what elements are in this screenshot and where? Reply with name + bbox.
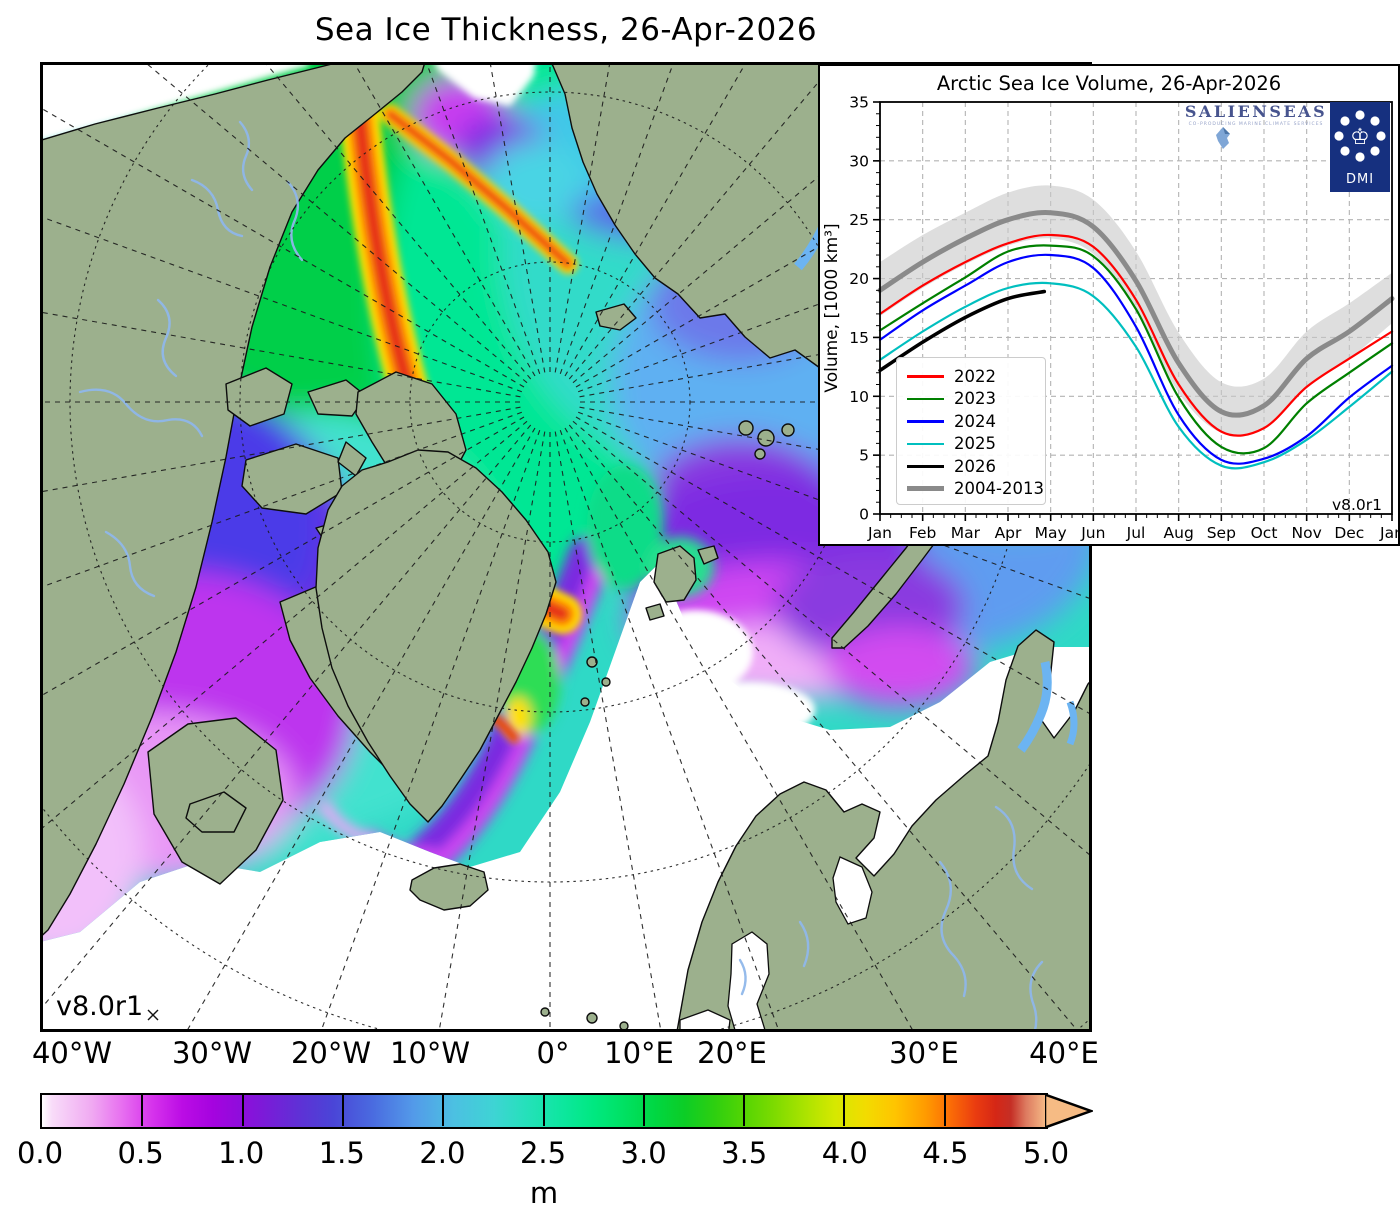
longitude-label: 30°W (171, 1036, 253, 1070)
salienseas-logo: SALIENSEAS CO-PRODUCING MARINE CLIMATE S… (1176, 102, 1336, 149)
legend-item: 2022 (907, 365, 1045, 388)
svg-text:0: 0 (859, 506, 869, 524)
chart-version-label: v8.0r1 (1331, 496, 1382, 514)
svg-text:Jan: Jan (867, 524, 892, 542)
legend-line-swatch (907, 375, 944, 378)
colorbar-tick (341, 1095, 344, 1126)
map-longitude-axis: 40°W 30°W 20°W 10°W 0° 10°E 20°E 30°E 40°E (32, 1036, 1240, 1074)
svg-text:Mar: Mar (951, 524, 981, 542)
land-scandinavia-russia (676, 629, 1092, 1032)
svg-text:10: 10 (849, 388, 869, 406)
legend-line-swatch (907, 486, 944, 492)
land-greenland (315, 449, 557, 823)
legend-item: 2023 (907, 388, 1045, 411)
legend-item: 2004-2013 (907, 478, 1045, 501)
chart-legend: 2022 2023 2024 2025 2026 2004-2013 (896, 357, 1046, 505)
colorbar-tick-labels: 0.0 0.5 1.0 1.5 2.0 2.5 3.0 3.5 4.0 4.5 5.0 (17, 1136, 1240, 1172)
longitude-label: 20°E (697, 1036, 767, 1070)
colorbar-tick-label: 1.5 (318, 1136, 365, 1170)
legend-label: 2024 (954, 411, 996, 431)
longitude-label: 0° (536, 1036, 570, 1070)
station-marker (147, 1009, 159, 1021)
legend-item: 2024 (907, 410, 1045, 433)
svg-text:May: May (1035, 524, 1067, 542)
thickness-colorbar (40, 1093, 1140, 1129)
longitude-label: 30°E (889, 1036, 959, 1070)
legend-item: 2026 (907, 455, 1045, 478)
colorbar-tick (642, 1095, 645, 1126)
svg-text:Volume, [1000 km³]: Volume, [1000 km³] (822, 223, 842, 392)
svg-text:Feb: Feb (909, 524, 936, 542)
colorbar-tick-label: 0.5 (117, 1136, 164, 1170)
colorbar-unit-label: m (529, 1176, 559, 1210)
legend-item: 2025 (907, 433, 1045, 456)
svg-text:25: 25 (849, 211, 869, 229)
svg-text:35: 35 (849, 94, 869, 112)
legend-line-swatch (907, 420, 944, 423)
svg-text:Jul: Jul (1126, 524, 1146, 542)
colorbar-tick-label: 2.5 (519, 1136, 567, 1170)
inland-seas (679, 856, 873, 1032)
map-border (40, 62, 1092, 1032)
legend-line-swatch (907, 397, 944, 400)
colorbar-arrow (1045, 1093, 1093, 1129)
longitude-label: 10°E (604, 1036, 674, 1070)
svg-text:30: 30 (849, 152, 869, 170)
svg-text:Nov: Nov (1292, 524, 1322, 542)
legend-label: 2022 (954, 366, 996, 386)
colorbar-tick-label: 2.0 (419, 1136, 466, 1170)
salienseas-tagline: CO-PRODUCING MARINE CLIMATE SERVICES (1188, 122, 1324, 127)
legend-line-swatch (907, 442, 944, 445)
legend-label: 2026 (954, 456, 996, 476)
colorbar-tick-label: 1.0 (218, 1136, 265, 1170)
longitude-label: 40°W (31, 1036, 113, 1070)
dmi-logo: ♔ DMI (1330, 102, 1390, 192)
svg-text:Jan: Jan (1379, 524, 1398, 542)
colorbar-tick (743, 1095, 746, 1126)
colorbar-tick (943, 1095, 946, 1126)
colorbar-tick-label: 4.5 (922, 1136, 969, 1170)
iceberg-icon (1216, 127, 1230, 149)
colorbar-tick (241, 1095, 244, 1126)
svg-text:Sep: Sep (1207, 524, 1236, 542)
svg-text:20: 20 (849, 270, 869, 288)
longitude-label: 40°E (1029, 1036, 1099, 1070)
svg-text:Aug: Aug (1164, 524, 1194, 542)
colorbar-tick (141, 1095, 144, 1126)
chart-title: Arctic Sea Ice Volume, 26-Apr-2026 (936, 72, 1282, 95)
svg-text:Apr: Apr (995, 524, 1022, 542)
volume-chart-panel: 0 5 10 15 20 25 30 35 Jan Feb Mar Apr May Jun Jul Aug Se… (818, 64, 1400, 546)
colorbar-tick (843, 1095, 846, 1126)
colorbar-tick-label: 4.0 (821, 1136, 868, 1170)
svg-text:Dec: Dec (1334, 524, 1364, 542)
dmi-logo-art: ♔ (1334, 110, 1386, 162)
colorbar-tick-label: 3.0 (620, 1136, 667, 1170)
legend-label: 2004-2013 (954, 479, 1044, 499)
legend-label: 2025 (954, 434, 996, 454)
dmi-label: DMI (1345, 172, 1375, 187)
crown-icon: ♔ (1350, 125, 1370, 150)
page-title: Sea Ice Thickness, 26-Apr-2026 (314, 12, 818, 48)
colorbar-tick-label: 0.0 (16, 1136, 64, 1170)
longitude-label: 10°W (389, 1036, 471, 1070)
colorbar-tick-label: 5.0 (1022, 1136, 1070, 1170)
map-version-label: v8.0r1 (56, 991, 144, 1022)
colorbar-gradient (40, 1093, 1048, 1129)
legend-line-swatch (907, 464, 944, 468)
colorbar-tick-label: 3.5 (721, 1136, 768, 1170)
longitude-label: 20°W (290, 1036, 372, 1070)
colorbar-tick (542, 1095, 545, 1126)
land-north-america (40, 62, 426, 939)
svg-text:Jun: Jun (1080, 524, 1105, 542)
colorbar-tick (442, 1095, 445, 1126)
legend-label: 2023 (954, 389, 996, 409)
svg-text:15: 15 (849, 329, 869, 347)
land-iceland (409, 863, 489, 911)
svg-text:Oct: Oct (1251, 524, 1278, 542)
salienseas-wordmark: SALIENSEAS (1184, 102, 1328, 121)
svg-text:5: 5 (859, 447, 869, 465)
